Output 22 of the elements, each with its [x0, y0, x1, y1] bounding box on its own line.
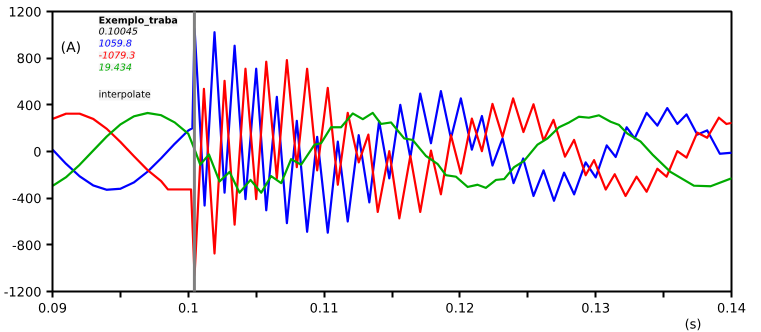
y-axis-title: (A): [60, 40, 82, 56]
x-tick-label: 0.12: [445, 302, 474, 316]
x-tick-label: 0.11: [310, 302, 339, 316]
line-series: [52, 112, 732, 194]
x-axis-title: (s): [684, 318, 702, 332]
y-tick-label: 400: [16, 98, 42, 114]
x-tick-label: 0.13: [581, 302, 610, 316]
annotation: 0.10045: [98, 26, 138, 38]
y-tick-label: 800: [16, 52, 42, 68]
annotation: interpolate: [98, 90, 151, 100]
annotation: Exemplo_traba: [98, 16, 178, 26]
y-tick-label: -400: [12, 192, 42, 208]
y-tick-label: 0: [33, 146, 42, 160]
y-tick-label: -1200: [4, 286, 42, 300]
annotation: 1059.8: [98, 38, 132, 50]
x-tick-label: 0.14: [717, 302, 746, 316]
annotation: 19.434: [98, 62, 132, 74]
annotation: -1079.3: [98, 50, 136, 62]
x-tick-label: 0.09: [38, 302, 67, 316]
y-tick-label: -800: [12, 238, 42, 254]
x-tick-label: 0.1: [178, 302, 199, 316]
y-tick-label: 1200: [8, 6, 42, 20]
